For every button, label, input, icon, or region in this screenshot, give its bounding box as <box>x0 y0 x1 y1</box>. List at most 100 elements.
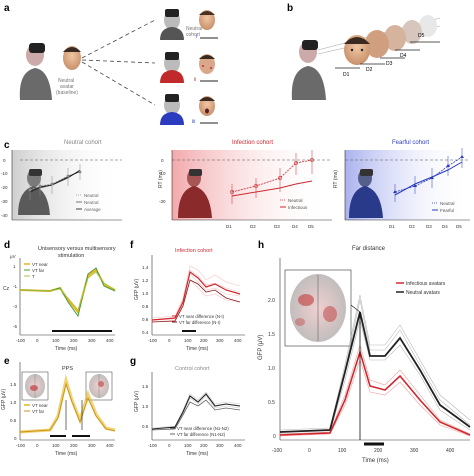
ytick: 0.6 <box>142 317 149 322</box>
panel-g: g Control cohort GFP (μV) 1.5 1.0 0.5 -1… <box>130 356 245 457</box>
xtick: D5 <box>308 224 314 229</box>
axis-label-x: Time (ms) <box>186 346 209 352</box>
panel-d: d Unisensory versus multisensory stimula… <box>3 240 116 352</box>
distance-label-d3: D3 <box>386 61 393 67</box>
xtick: 400 <box>106 338 114 343</box>
xtick: 200 <box>200 338 208 343</box>
distance-label-d2: D2 <box>366 67 373 73</box>
xtick: -100 <box>148 443 158 448</box>
xtick: 300 <box>88 338 96 343</box>
panel-letter: d <box>4 240 10 251</box>
legend-entry: Neutral <box>440 201 455 206</box>
xtick: D4 <box>292 224 298 229</box>
legend-entry: Infectious avatars <box>406 281 446 287</box>
ytick: 1.0 <box>268 366 275 372</box>
ytick: 0 <box>273 434 276 440</box>
xtick: 100 <box>184 338 192 343</box>
participant-figure-b <box>291 40 326 100</box>
plot-title: PPS <box>62 366 73 372</box>
ytick: 0.5 <box>10 418 17 423</box>
xtick: 200 <box>70 338 78 343</box>
ytick: -10 <box>1 171 8 176</box>
plot-title: Fearful cohort <box>392 140 429 146</box>
ytick: 0 <box>3 158 6 163</box>
ytick: 1.2 <box>142 278 149 283</box>
xtick: D4 <box>442 224 448 229</box>
axis-label-x: Time (ms) <box>186 451 209 457</box>
panel-letter: g <box>130 356 136 367</box>
row-iii-label: iii <box>192 119 195 125</box>
brain-inset-right <box>85 371 113 401</box>
ytick: 0.5 <box>268 400 275 406</box>
xtick: D3 <box>274 224 280 229</box>
legend-entry: VT near difference (N-I) <box>179 314 225 319</box>
legend-entry: VT near <box>32 262 48 267</box>
avatar-row-neutral: Neutral cohort i <box>160 9 218 40</box>
panel-f: f Infection cohort GFP (μV) 1.4 1.2 1.0 … <box>130 240 245 352</box>
baseline-avatar <box>63 46 81 70</box>
legend-entry: VT far <box>32 409 45 414</box>
axis-label-y: GFP (μV) <box>134 279 140 300</box>
avatar-row-infection: ii <box>160 52 218 83</box>
xtick: 0 <box>168 338 171 343</box>
ytick: -3 <box>13 304 17 309</box>
rt-plot-neutral: Neutral cohort 0 -10 -20 -30 -40 Neutral <box>1 140 122 221</box>
ytick: -40 <box>1 213 8 218</box>
ytick: 2.0 <box>268 298 275 304</box>
xtick: D3 <box>426 224 432 229</box>
legend-entry: VT far difference (N-I) <box>179 320 221 325</box>
axis-label-y: GFP (μV) <box>134 391 140 412</box>
panel-letter: e <box>4 356 10 367</box>
xtick: -100 <box>16 443 26 448</box>
xtick: 200 <box>374 448 383 454</box>
ytick: 1.0 <box>142 291 149 296</box>
rt-plot-fearful: Fearful cohort RT (ms) D1 D2 D3 D4 D5 N <box>333 140 470 229</box>
legend-entry: VT far difference (N1-N2) <box>177 432 226 437</box>
plot-title: Infection cohort <box>175 248 213 254</box>
legend-entry: Infectious <box>288 205 308 210</box>
brain-inset-left <box>21 371 49 401</box>
plot-title: stimulation <box>58 253 84 259</box>
legend-entry: Neutral <box>84 193 99 198</box>
panel-letter: h <box>258 240 264 251</box>
ytick: 0 <box>14 436 17 441</box>
distance-label-d1: D1 <box>343 72 350 78</box>
xtick: 200 <box>70 443 78 448</box>
xtick: D1 <box>389 224 395 229</box>
row-i-label: i <box>196 34 197 40</box>
axis-label-y: GFP (μV) <box>258 335 264 360</box>
panel-e: e PPS GFP (μV) 1.5 1.0 0.5 0 -1 <box>1 356 116 457</box>
ytick: 1.5 <box>142 384 149 389</box>
xtick: 400 <box>234 443 242 448</box>
legend-entry: Fearful <box>440 208 454 213</box>
ytick: -30 <box>159 199 166 204</box>
xtick: 300 <box>88 443 96 448</box>
xtick: 100 <box>184 443 192 448</box>
axis-label-x: Time (ms) <box>55 451 78 457</box>
ytick: 0.4 <box>142 330 149 335</box>
ytick: -10 <box>159 171 166 176</box>
ytick: -30 <box>1 199 8 204</box>
legend-entry: Neutral <box>84 200 99 205</box>
distance-brackets <box>335 41 440 69</box>
ytick: 1.5 <box>268 332 275 338</box>
ytick: 0.8 <box>142 304 149 309</box>
panel-letter: c <box>4 140 10 151</box>
xtick: D5 <box>456 224 462 229</box>
panel-c: c Neutral cohort 0 -10 -20 - <box>1 140 470 229</box>
panel-letter: a <box>4 3 10 14</box>
xtick: D1 <box>226 224 232 229</box>
xtick: -100 <box>272 448 282 454</box>
xtick: D2 <box>409 224 415 229</box>
xtick: 100 <box>338 448 347 454</box>
neutral-cohort-label-2: cohort <box>186 32 201 38</box>
xtick: 300 <box>216 443 224 448</box>
ytick: 1.0 <box>10 400 17 405</box>
ytick: -1 <box>13 284 17 289</box>
xtick: 300 <box>216 338 224 343</box>
panel-letter: b <box>287 3 293 14</box>
legend-entry: VT near <box>32 403 48 408</box>
legend-entry: Neutral avatars <box>406 290 440 296</box>
xtick: 0 <box>308 448 311 454</box>
